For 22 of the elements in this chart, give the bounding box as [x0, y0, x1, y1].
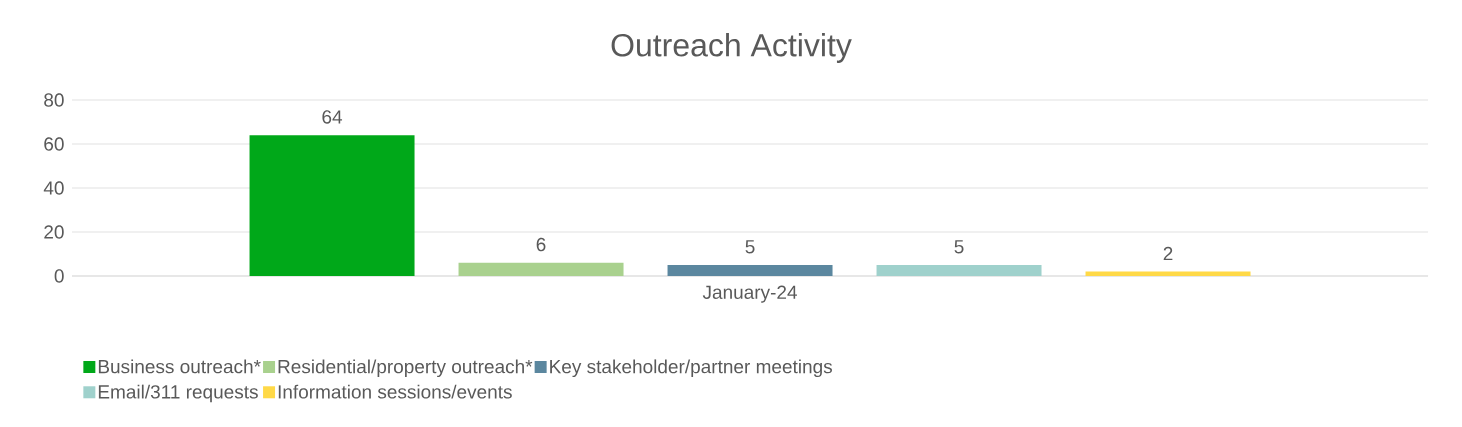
y-tick-label: 0 [54, 269, 64, 283]
y-tick-label: 20 [44, 225, 64, 239]
y-tick-label: 60 [44, 137, 64, 151]
y-tick-label: 80 [44, 93, 64, 107]
data-label: 6 [536, 237, 546, 252]
legend-label: Key stakeholder/partner meetings [550, 359, 832, 378]
data-label: 5 [954, 240, 964, 254]
bar [876, 264, 1042, 276]
data-label: 64 [322, 110, 343, 124]
chart-title: Outreach Activity [611, 33, 852, 63]
legend-label: Email/311 requests [98, 384, 258, 403]
legend-label: Residential/property outreach* [278, 359, 533, 378]
y-tick-label: 40 [43, 181, 64, 195]
bar [249, 135, 415, 276]
legend-label: Information sessions/events [278, 384, 512, 399]
legend-label: Business outreach* [98, 359, 261, 374]
data-label: 5 [745, 240, 755, 254]
bar [667, 264, 833, 276]
bar [458, 262, 624, 276]
x-tick-label: January-24 [702, 285, 797, 303]
data-label: 2 [1163, 246, 1173, 261]
bar [1085, 271, 1251, 276]
